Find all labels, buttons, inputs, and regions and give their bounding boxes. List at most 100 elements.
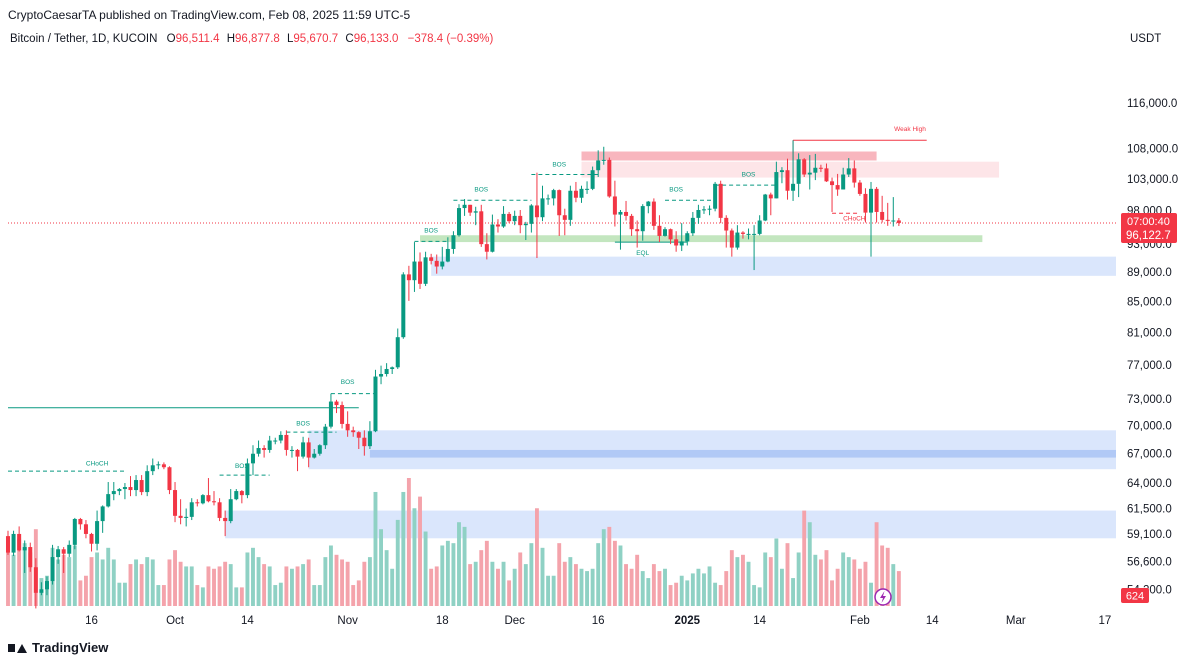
lightning-icon	[880, 591, 886, 603]
candle-body	[356, 432, 361, 438]
volume-bar	[345, 561, 350, 606]
volume-bar	[774, 538, 779, 606]
open-value: 96,511.4	[176, 33, 221, 45]
volume-bar	[217, 566, 222, 606]
volume-bar	[607, 526, 612, 606]
volume-bar	[11, 554, 16, 606]
candle-body	[663, 229, 668, 236]
price-axis[interactable]: 116,000.0108,000.0103,000.098,000.093,00…	[1127, 98, 1178, 596]
candle-body	[518, 215, 523, 226]
volume-bar	[173, 550, 177, 606]
price-tick-label: 70,000.0	[1127, 421, 1172, 433]
volume-bar	[423, 531, 428, 606]
candle-body	[217, 502, 222, 518]
volume-bar	[134, 559, 139, 606]
time-tick-label: Oct	[166, 615, 185, 627]
volume-bar	[484, 540, 489, 606]
symbol-name: Bitcoin / Tether, 1D, KUCOIN	[10, 33, 157, 45]
volume-bar	[590, 568, 595, 606]
open-label: O	[167, 33, 176, 45]
annotations-layer: CHoCH BOS BOS BOS BOS BOS BOS BOS BOS EQL CHoCH Wea…	[86, 126, 926, 470]
candle-body	[713, 183, 718, 209]
candle-body	[785, 170, 790, 191]
candle-body	[295, 449, 300, 457]
volume-bar	[802, 510, 807, 606]
candle-body	[134, 480, 139, 491]
candle-body	[735, 232, 740, 248]
candle-body	[852, 168, 857, 183]
volume-bar	[835, 568, 840, 606]
candle-body	[551, 190, 556, 199]
candle-body	[679, 241, 684, 246]
candle-body	[618, 211, 623, 215]
volume-bar	[6, 545, 10, 606]
volume-bar	[17, 538, 22, 606]
candle-body	[245, 463, 250, 496]
volume-bar	[724, 571, 729, 606]
volume-bar	[496, 568, 500, 606]
price-tick-label: 85,000.0	[1127, 297, 1172, 309]
volume-bar	[22, 543, 27, 606]
volume-bar	[390, 568, 395, 606]
volume-bar	[95, 552, 100, 606]
volume-bar	[579, 568, 584, 606]
volume-bar	[629, 568, 634, 606]
candle-body	[473, 211, 478, 213]
time-axis[interactable]: 16 Oct 14 Nov 18 Dec 16 2025 14 Feb 14 Mar 17	[85, 615, 1111, 627]
volume-bar	[200, 587, 205, 606]
volume-bar	[457, 522, 461, 606]
candle-body	[161, 464, 166, 468]
time-tick-label: 14	[753, 615, 766, 627]
volume-bar	[239, 587, 244, 606]
candle-body	[835, 185, 840, 190]
candle-body	[234, 491, 239, 500]
time-tick-label: 16	[85, 615, 98, 627]
price-tick-label: 56,600.0	[1127, 557, 1172, 569]
volume-bar	[468, 564, 473, 606]
price-tick-label: 77,000.0	[1127, 360, 1172, 372]
volume-bar	[61, 554, 66, 606]
candle-body	[17, 533, 22, 551]
lightning-button[interactable]	[874, 588, 892, 606]
volume-bar	[161, 585, 166, 606]
volume-bar	[846, 557, 851, 606]
candle-body	[668, 229, 673, 240]
candle-body	[401, 274, 406, 338]
volume-bar	[601, 529, 606, 606]
candle-body	[507, 213, 512, 222]
candle-body	[846, 168, 851, 175]
candle-body	[484, 244, 489, 252]
time-tick-label: Dec	[504, 615, 525, 627]
volume-bar	[490, 561, 495, 606]
candle-body	[262, 448, 267, 450]
symbol-legend: Bitcoin / Tether, 1D, KUCOIN O96,511.4 H…	[10, 33, 493, 45]
volume-badge: 624	[1121, 588, 1149, 603]
time-tick-label: 16	[592, 615, 605, 627]
volume-bar	[551, 575, 556, 606]
candle-body	[501, 213, 506, 227]
zone-2	[420, 235, 983, 243]
time-tick-label: Mar	[1006, 615, 1026, 627]
candle-body	[830, 181, 835, 186]
candle-body	[651, 201, 656, 226]
volume-bar	[585, 571, 590, 606]
candle-body	[891, 220, 896, 222]
volume-bar	[367, 557, 372, 606]
candle-body	[284, 434, 289, 450]
price-chart[interactable]: Bitcoin / Tether, 1D, KUCOIN O96,511.4 H…	[0, 28, 1199, 634]
volume-bar	[429, 568, 434, 606]
candle-body	[791, 183, 796, 191]
volume-bar	[206, 566, 211, 606]
volume-bar	[395, 519, 400, 606]
volume-bar	[657, 571, 662, 606]
time-tick-label: 14	[926, 615, 939, 627]
volume-bar	[752, 585, 757, 606]
candle-body	[67, 544, 72, 554]
volume-bar	[72, 545, 77, 606]
currency-label: USDT	[1130, 33, 1161, 45]
volume-bar	[245, 552, 250, 606]
candle-body	[774, 172, 779, 199]
zone-3	[431, 256, 1117, 276]
svg-text:Bitcoin / Tether, 1D, KUCOIN: Bitcoin / Tether, 1D, KUCOIN O96,511.4 H…	[10, 33, 493, 45]
candle-body	[573, 190, 578, 198]
